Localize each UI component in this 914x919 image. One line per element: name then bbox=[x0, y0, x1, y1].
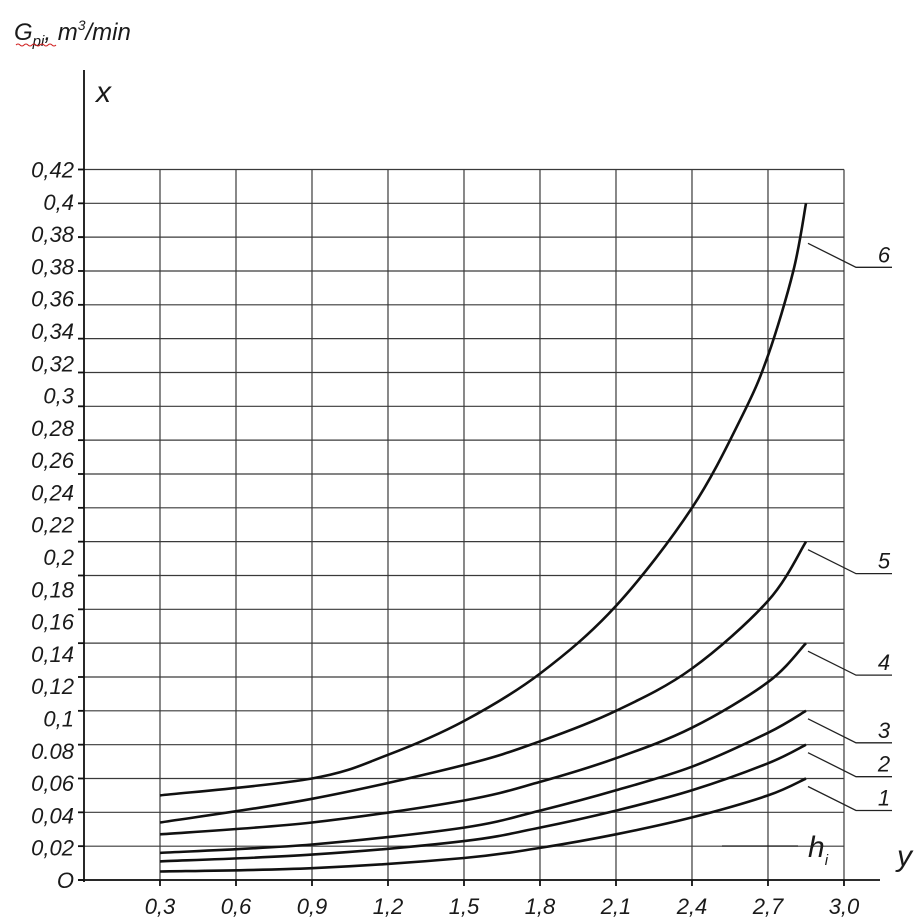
y-tick-label: 0,1 bbox=[43, 707, 74, 732]
x-tick-labels: 0,3 0,6 0,9 1,2 1,5 1,8 2,1 2,4 2,7 3,0 bbox=[145, 880, 860, 919]
series-leader-3 bbox=[807, 718, 892, 744]
y-tick-label: 0,16 bbox=[31, 610, 75, 635]
series: 1 2 3 4 5 6 bbox=[159, 203, 892, 873]
series-label-5: 5 bbox=[878, 549, 891, 574]
series-leader-6 bbox=[807, 242, 892, 268]
title-sep: , bbox=[44, 19, 51, 46]
title-unit-sup: 3 bbox=[78, 17, 86, 33]
title-unit-tail: /min bbox=[84, 19, 131, 46]
y-tick-label: O bbox=[57, 868, 74, 893]
x-tick-label: 0,3 bbox=[145, 894, 176, 919]
y-tick-label: 0,14 bbox=[31, 642, 74, 667]
y-tick-label: 0,38 bbox=[31, 254, 75, 279]
series-curve-5 bbox=[159, 540, 808, 824]
y-tick-label: 0,4 bbox=[43, 190, 74, 215]
y-tick-label: 0,3 bbox=[43, 384, 74, 409]
y-tick-label: 0,2 bbox=[43, 545, 74, 570]
title-sub: pi bbox=[32, 33, 45, 50]
x-tick-label: 0,6 bbox=[221, 894, 252, 919]
y-axis-label: x bbox=[94, 76, 112, 109]
series-label-1: 1 bbox=[878, 785, 890, 810]
hi-label-base: h bbox=[808, 831, 825, 864]
y-tick-label: 0,36 bbox=[31, 287, 75, 312]
y-tick-label: 0,42 bbox=[31, 157, 74, 182]
series-label-2: 2 bbox=[877, 752, 890, 777]
series-label-4: 4 bbox=[878, 650, 890, 675]
y-tick-label: 0,34 bbox=[31, 319, 74, 344]
grid bbox=[84, 168, 845, 881]
x-tick-label: 2,7 bbox=[752, 894, 784, 919]
series-curve-2 bbox=[159, 743, 807, 863]
x-tick-label: 0,9 bbox=[297, 894, 328, 919]
series-curve-1 bbox=[159, 777, 807, 873]
y-tick-label: 0.08 bbox=[31, 739, 75, 764]
x-tick-label: 1,2 bbox=[373, 894, 404, 919]
x-tick-label: 3,0 bbox=[829, 894, 860, 919]
axes bbox=[78, 70, 880, 882]
y-tick-label: 0,12 bbox=[31, 674, 74, 699]
chart-title: Gpi, m3/min bbox=[14, 17, 131, 50]
series-label-6: 6 bbox=[878, 242, 891, 267]
series-curve-4 bbox=[159, 642, 807, 836]
y-tick-label: 0,28 bbox=[31, 416, 75, 441]
series-leader-5 bbox=[807, 549, 892, 575]
series-curve-3 bbox=[159, 709, 807, 855]
x-axis-label: y bbox=[895, 840, 914, 873]
y-tick-label: 0,22 bbox=[31, 513, 74, 538]
x-tick-label: 2,1 bbox=[600, 894, 632, 919]
series-leader-4 bbox=[807, 650, 892, 676]
y-tick-label: 0,26 bbox=[31, 448, 75, 473]
y-tick-label: 0,38 bbox=[31, 222, 75, 247]
series-leader-1 bbox=[807, 785, 892, 812]
title-main: G bbox=[14, 19, 33, 46]
series-curve-6 bbox=[159, 203, 808, 797]
hi-label: hi bbox=[808, 831, 829, 869]
series-leader-2 bbox=[807, 752, 892, 778]
y-tick-label: 0,18 bbox=[31, 577, 75, 602]
x-tick-label: 1,5 bbox=[449, 894, 480, 919]
series-label-3: 3 bbox=[878, 718, 891, 743]
y-tick-label: 0,02 bbox=[31, 836, 74, 861]
y-tick-label: 0,06 bbox=[31, 771, 75, 796]
hi-label-sub: i bbox=[825, 852, 829, 869]
spellcheck-underline bbox=[15, 43, 57, 47]
x-tick-label: 2,4 bbox=[676, 894, 708, 919]
y-tick-label: 0,04 bbox=[31, 803, 74, 828]
title-unit-base: m bbox=[51, 19, 78, 46]
y-tick-labels: O 0,02 0,04 0,06 0.08 0,1 0,12 0,14 0,16 0,18 0,2 0… bbox=[31, 157, 84, 893]
y-tick-label: 0,24 bbox=[31, 480, 74, 505]
y-tick-label: 0,32 bbox=[31, 351, 74, 376]
x-tick-label: 1,8 bbox=[525, 894, 556, 919]
